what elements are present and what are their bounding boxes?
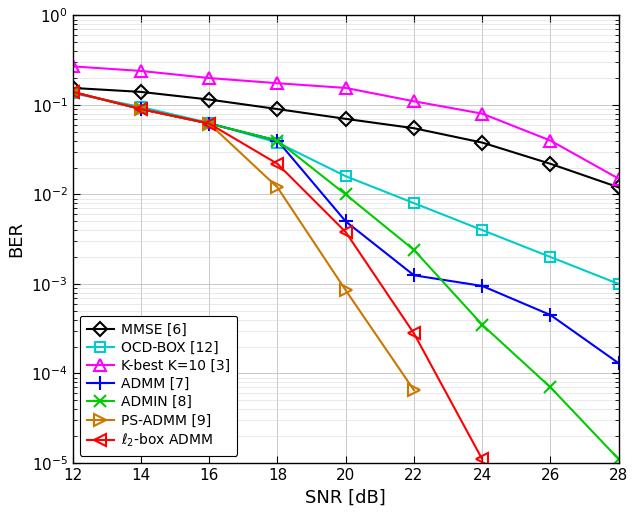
- PS-ADMM [9]: [205, 120, 213, 126]
- $\ell_2$-box ADMM: [69, 89, 76, 95]
- PS-ADMM [9]: [410, 387, 418, 393]
- ADMM [7]: [410, 272, 418, 279]
- MMSE [6]: [273, 106, 281, 112]
- ADMIN [8]: [615, 456, 623, 462]
- Line: OCD-BOX [12]: OCD-BOX [12]: [68, 88, 623, 289]
- ADMM [7]: [273, 138, 281, 144]
- OCD-BOX [12]: [137, 104, 145, 110]
- ADMIN [8]: [273, 138, 281, 144]
- OCD-BOX [12]: [547, 254, 555, 260]
- $\ell_2$-box ADMM: [273, 161, 281, 167]
- PS-ADMM [9]: [342, 287, 350, 293]
- Line: ADMIN [8]: ADMIN [8]: [66, 86, 625, 466]
- ADMIN [8]: [69, 89, 76, 95]
- ADMM [7]: [547, 312, 555, 318]
- OCD-BOX [12]: [69, 90, 76, 97]
- ADMIN [8]: [205, 120, 213, 126]
- MMSE [6]: [137, 89, 145, 95]
- ADMM [7]: [615, 360, 623, 366]
- PS-ADMM [9]: [137, 106, 145, 112]
- $\ell_2$-box ADMM: [342, 229, 350, 235]
- ADMM [7]: [342, 218, 350, 225]
- ADMM [7]: [478, 283, 486, 289]
- K-best K=10 [3]: [273, 80, 281, 86]
- ADMIN [8]: [137, 106, 145, 112]
- K-best K=10 [3]: [478, 111, 486, 117]
- $\ell_2$-box ADMM: [137, 106, 145, 112]
- $\ell_2$-box ADMM: [205, 120, 213, 126]
- PS-ADMM [9]: [273, 185, 281, 191]
- MMSE [6]: [69, 85, 76, 91]
- Line: $\ell_2$-box ADMM: $\ell_2$-box ADMM: [67, 86, 488, 465]
- K-best K=10 [3]: [205, 75, 213, 81]
- K-best K=10 [3]: [410, 98, 418, 104]
- ADMM [7]: [69, 89, 76, 95]
- OCD-BOX [12]: [615, 281, 623, 287]
- ADMM [7]: [205, 120, 213, 126]
- OCD-BOX [12]: [478, 227, 486, 233]
- OCD-BOX [12]: [273, 139, 281, 145]
- OCD-BOX [12]: [205, 120, 213, 126]
- MMSE [6]: [205, 97, 213, 103]
- Line: MMSE [6]: MMSE [6]: [68, 83, 623, 192]
- Line: K-best K=10 [3]: K-best K=10 [3]: [66, 60, 625, 185]
- ADMIN [8]: [547, 384, 555, 391]
- OCD-BOX [12]: [410, 200, 418, 206]
- MMSE [6]: [342, 116, 350, 122]
- MMSE [6]: [547, 161, 555, 167]
- PS-ADMM [9]: [69, 89, 76, 95]
- K-best K=10 [3]: [69, 63, 76, 69]
- Line: ADMM [7]: ADMM [7]: [66, 85, 626, 370]
- K-best K=10 [3]: [137, 68, 145, 74]
- K-best K=10 [3]: [342, 85, 350, 91]
- ADMIN [8]: [410, 247, 418, 253]
- $\ell_2$-box ADMM: [410, 331, 418, 337]
- MMSE [6]: [410, 125, 418, 131]
- ADMIN [8]: [342, 191, 350, 197]
- K-best K=10 [3]: [547, 138, 555, 144]
- X-axis label: SNR [dB]: SNR [dB]: [305, 488, 386, 506]
- MMSE [6]: [478, 139, 486, 145]
- Y-axis label: BER: BER: [8, 221, 25, 257]
- $\ell_2$-box ADMM: [478, 456, 486, 462]
- OCD-BOX [12]: [342, 173, 350, 179]
- Legend: MMSE [6], OCD-BOX [12], K-best K=10 [3], ADMM [7], ADMIN [8], PS-ADMM [9], $\ell: MMSE [6], OCD-BOX [12], K-best K=10 [3],…: [80, 316, 237, 456]
- MMSE [6]: [615, 185, 623, 191]
- K-best K=10 [3]: [615, 176, 623, 182]
- ADMIN [8]: [478, 322, 486, 328]
- Line: PS-ADMM [9]: PS-ADMM [9]: [67, 86, 420, 396]
- ADMM [7]: [137, 106, 145, 112]
